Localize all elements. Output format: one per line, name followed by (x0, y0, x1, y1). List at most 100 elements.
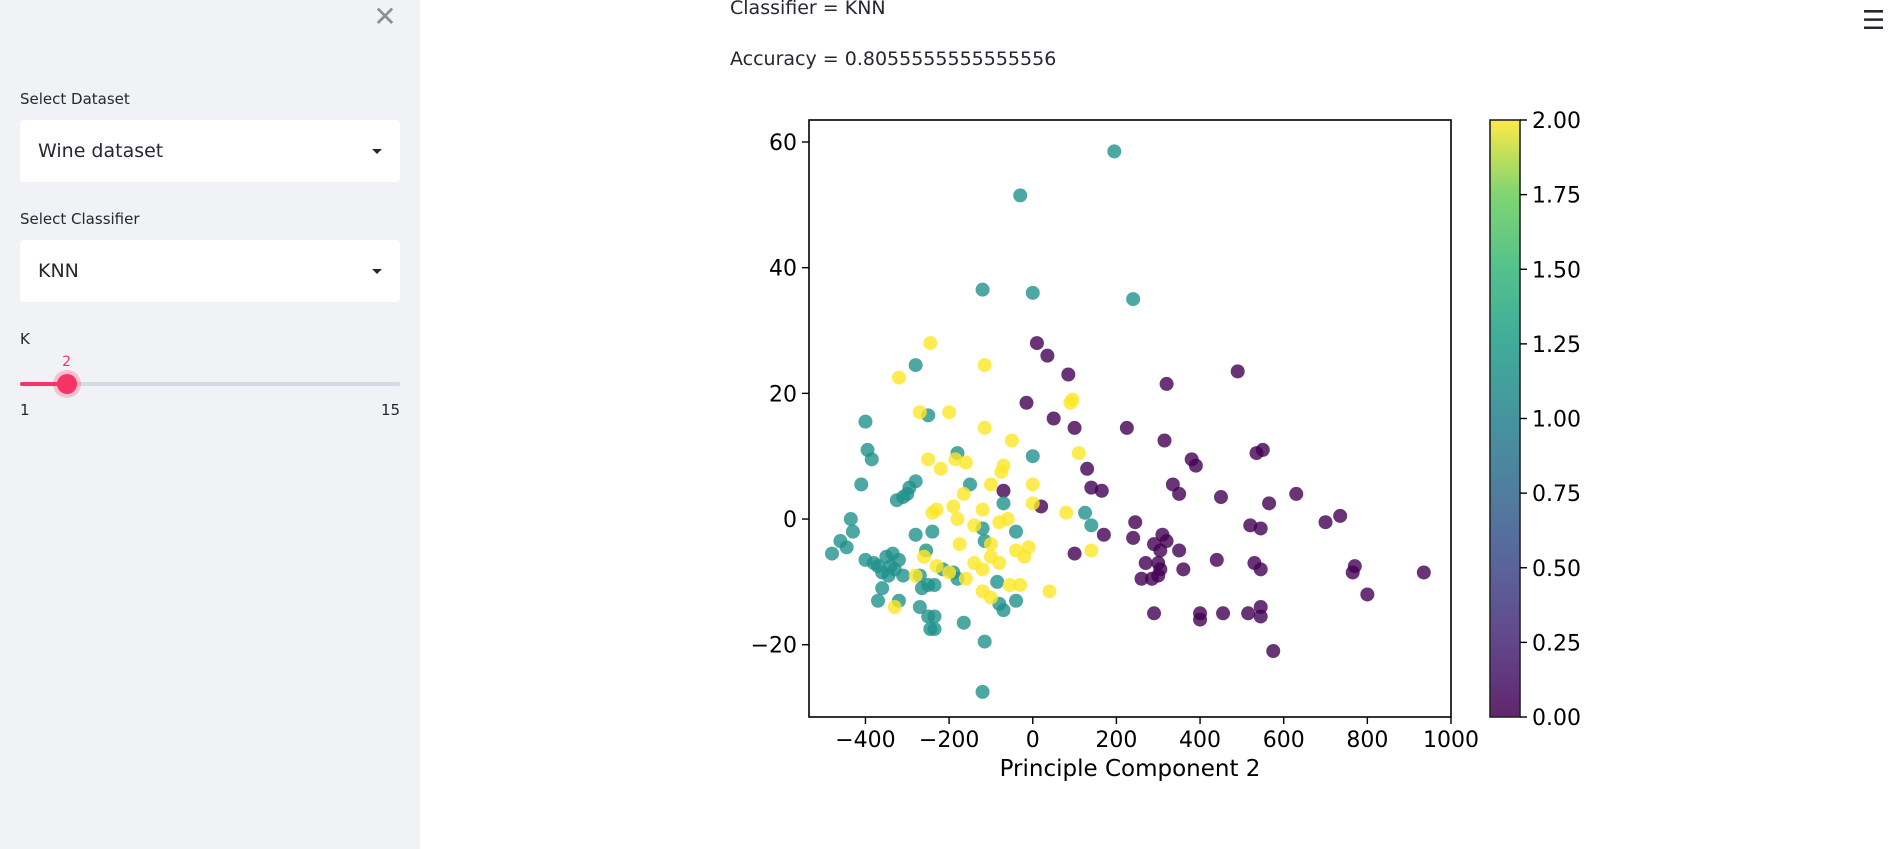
scatter-point-class2-18 (956, 486, 971, 501)
x-tick-label: 400 (1179, 728, 1221, 753)
scatter-point-class1-11 (1025, 449, 1040, 464)
scatter-point-class2-46 (983, 590, 998, 605)
scatter-point-class0-5 (1067, 420, 1082, 435)
scatter-point-class0-51 (1147, 606, 1162, 621)
scatter-point-class1-3 (975, 282, 990, 297)
scatter-point-class1-5 (908, 358, 923, 373)
colorbar-tick-label: 0.75 (1532, 482, 1581, 507)
scatter-point-class0-58 (1266, 644, 1281, 659)
scatter-point-class0-6 (1119, 420, 1134, 435)
scatter-point-class2-44 (1002, 578, 1017, 593)
x-tick-label: −200 (919, 728, 979, 753)
scatter-point-class1-7 (858, 414, 873, 429)
colorbar (1489, 119, 1521, 718)
scatter-point-class1-19 (996, 496, 1011, 511)
scatter-point-class1-32 (825, 546, 840, 561)
scatter-point-class2-2 (891, 370, 906, 385)
scatter-point-class1-18 (854, 477, 869, 492)
scatter-point-class0-35 (1172, 543, 1187, 558)
x-tick-label: 800 (1346, 728, 1388, 753)
colorbar-tick-label: 1.25 (1532, 333, 1581, 358)
dataset-select-value: Wine dataset (38, 140, 164, 162)
scatter-point-class1-65 (975, 684, 990, 699)
scatter-point-class0-48 (1144, 571, 1159, 586)
scatter-point-class2-9 (921, 452, 936, 467)
scatter-point-class0-32 (1096, 527, 1111, 542)
classifier-select-value: KNN (38, 260, 79, 282)
colorbar-tick-label: 1.75 (1532, 184, 1581, 209)
scatter-point-class0-1 (1040, 348, 1055, 363)
scatter-point-class0-22 (996, 483, 1011, 498)
scatter-point-class2-8 (1004, 433, 1019, 448)
x-tick-label: 200 (1095, 728, 1137, 753)
scatter-point-class1-22 (843, 512, 858, 527)
scatter-point-class0-4 (1046, 411, 1061, 426)
scatter-point-class2-31 (983, 537, 998, 552)
y-tick-label: −20 (751, 634, 797, 659)
sidebar: ✕ Select Dataset Wine dataset Select Cla… (0, 0, 420, 849)
scatter-point-class0-34 (1153, 543, 1168, 558)
scatter-point-class2-16 (983, 477, 998, 492)
scatter-point-class2-49 (887, 600, 902, 615)
scatter-point-class2-14 (933, 461, 948, 476)
scatter-point-class1-4 (1126, 292, 1141, 307)
scatter-point-class0-25 (1253, 521, 1268, 536)
x-tick-label: −400 (835, 728, 895, 753)
scatter-point-class2-35 (967, 556, 982, 571)
scatter-point-class2-40 (929, 559, 944, 574)
scatter-point-class2-29 (952, 537, 967, 552)
classifier-text: Classifier = KNN (730, 0, 886, 19)
scatter-point-class0-41 (1209, 552, 1224, 567)
scatter-point-class2-21 (929, 502, 944, 517)
y-tick-label: 60 (769, 131, 797, 156)
colorbar-tick-label: 1.00 (1532, 408, 1581, 433)
scatter-point-class0-19 (1213, 490, 1228, 505)
scatter-point-class0-14 (1157, 433, 1172, 448)
dataset-select-label: Select Dataset (20, 90, 130, 108)
scatter-point-class2-1 (977, 358, 992, 373)
chevron-down-icon (372, 268, 382, 274)
scatter-point-class0-46 (1416, 565, 1431, 580)
k-slider-fill (20, 382, 68, 386)
scatter-point-class1-55 (912, 600, 927, 615)
scatter-point-class2-48 (1084, 543, 1099, 558)
scatter-point-class2-22 (975, 502, 990, 517)
scatter-point-class0-37 (1138, 556, 1153, 571)
scatter-point-class2-4 (942, 405, 957, 420)
close-sidebar-icon[interactable]: ✕ (373, 0, 397, 33)
y-axis-ticks: −20 0 20 40 60 (751, 131, 809, 659)
classifier-select[interactable]: KNN (20, 240, 400, 302)
hamburger-menu-icon[interactable]: ☰ (1862, 6, 1886, 36)
scatter-point-class2-3 (912, 405, 927, 420)
scatter-point-class2-19 (946, 499, 961, 514)
k-slider-label: K (20, 330, 30, 348)
scatter-point-class1-23 (845, 524, 860, 539)
x-axis-ticks: −400 −200 0 200 400 600 800 1000 (835, 717, 1479, 753)
scatter-point-class2-26 (992, 515, 1007, 530)
y-tick-label: 40 (769, 257, 797, 282)
scatter-point-class1-58 (1009, 593, 1024, 608)
scatter-point-class1-49 (927, 578, 942, 593)
scatter-point-class0-36 (1067, 546, 1082, 561)
scatter-point-class2-27 (1025, 496, 1040, 511)
scatter-point-class1-62 (927, 622, 942, 637)
scatter-point-class0-16 (1094, 483, 1109, 498)
scatter-point-class1-60 (927, 609, 942, 624)
y-tick-label: 0 (783, 508, 797, 533)
scatter-point-class0-54 (1216, 606, 1231, 621)
x-tick-label: 600 (1263, 728, 1305, 753)
scatter-point-class2-23 (950, 512, 965, 527)
k-slider-track[interactable] (20, 382, 400, 386)
points-layer (825, 144, 1431, 699)
scatter-point-class2-13 (994, 464, 1009, 479)
x-tick-label: 1000 (1423, 728, 1479, 753)
scatter-point-class1-42 (881, 568, 896, 583)
k-slider-min: 1 (20, 401, 30, 419)
k-slider-thumb[interactable] (57, 374, 78, 394)
colorbar-tick-label: 1.50 (1532, 258, 1581, 283)
scatter-point-class0-8 (1230, 364, 1245, 379)
scatter-point-class1-0 (1107, 144, 1122, 159)
dataset-select[interactable]: Wine dataset (20, 120, 400, 182)
scatter-point-class2-15 (1071, 446, 1086, 461)
k-slider-value: 2 (62, 354, 72, 370)
